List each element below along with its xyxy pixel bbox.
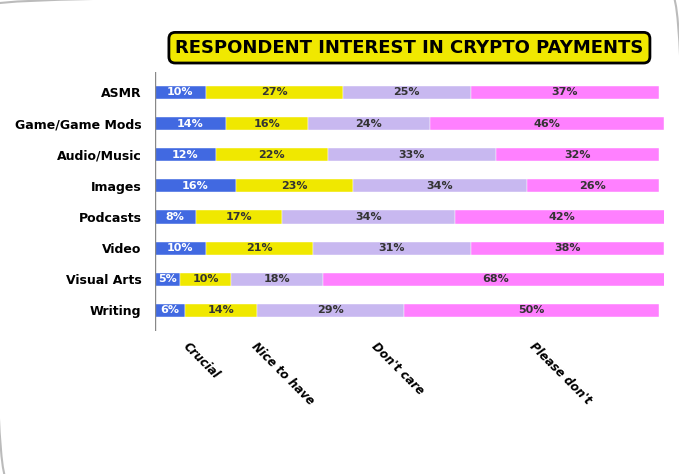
- Text: Don't care: Don't care: [369, 340, 426, 398]
- Text: 31%: 31%: [378, 243, 405, 253]
- Text: 21%: 21%: [246, 243, 272, 253]
- Bar: [155, 242, 206, 255]
- Bar: [430, 117, 664, 130]
- Bar: [312, 242, 471, 255]
- Text: 29%: 29%: [317, 305, 344, 316]
- Text: 25%: 25%: [394, 87, 420, 97]
- Bar: [206, 86, 343, 99]
- Bar: [236, 179, 353, 192]
- Bar: [231, 273, 323, 286]
- Bar: [155, 304, 185, 317]
- Text: 17%: 17%: [225, 212, 252, 222]
- Text: 24%: 24%: [355, 118, 382, 128]
- Bar: [155, 117, 226, 130]
- Bar: [471, 86, 659, 99]
- Text: 46%: 46%: [534, 118, 560, 128]
- Text: 14%: 14%: [177, 118, 204, 128]
- Text: 68%: 68%: [483, 274, 509, 284]
- Text: 12%: 12%: [172, 150, 199, 160]
- Text: 16%: 16%: [182, 181, 209, 191]
- Bar: [155, 210, 196, 224]
- Text: 23%: 23%: [282, 181, 308, 191]
- Bar: [353, 179, 526, 192]
- Text: 34%: 34%: [355, 212, 382, 222]
- Bar: [455, 210, 669, 224]
- Text: 34%: 34%: [426, 181, 454, 191]
- Bar: [328, 148, 496, 161]
- Title: RESPONDENT INTEREST IN CRYPTO PAYMENTS: RESPONDENT INTEREST IN CRYPTO PAYMENTS: [175, 39, 644, 57]
- Text: 8%: 8%: [166, 212, 185, 222]
- Bar: [282, 210, 455, 224]
- Bar: [155, 179, 236, 192]
- Bar: [226, 117, 308, 130]
- Text: 50%: 50%: [519, 305, 545, 316]
- Text: 26%: 26%: [579, 181, 606, 191]
- Bar: [155, 148, 216, 161]
- Text: 10%: 10%: [192, 274, 219, 284]
- Bar: [185, 304, 257, 317]
- Text: 10%: 10%: [167, 87, 194, 97]
- Bar: [155, 86, 206, 99]
- Bar: [206, 242, 312, 255]
- Bar: [181, 273, 231, 286]
- Text: 10%: 10%: [167, 243, 194, 253]
- Bar: [526, 179, 659, 192]
- Bar: [155, 273, 181, 286]
- Text: 32%: 32%: [564, 150, 591, 160]
- Bar: [404, 304, 659, 317]
- Bar: [471, 242, 664, 255]
- Text: 22%: 22%: [259, 150, 285, 160]
- Bar: [196, 210, 282, 224]
- Text: 27%: 27%: [261, 87, 288, 97]
- Bar: [308, 117, 430, 130]
- Bar: [323, 273, 669, 286]
- Bar: [216, 148, 328, 161]
- Bar: [496, 148, 659, 161]
- Text: 5%: 5%: [158, 274, 177, 284]
- Text: Please don't: Please don't: [526, 340, 593, 407]
- Text: 38%: 38%: [554, 243, 581, 253]
- Bar: [257, 304, 404, 317]
- Text: Crucial: Crucial: [181, 340, 222, 382]
- Bar: [343, 86, 471, 99]
- Text: 6%: 6%: [161, 305, 179, 316]
- Text: 14%: 14%: [208, 305, 234, 316]
- Text: 37%: 37%: [551, 87, 578, 97]
- Text: Nice to have: Nice to have: [249, 340, 316, 408]
- Text: 42%: 42%: [549, 212, 576, 222]
- Text: 33%: 33%: [399, 150, 425, 160]
- Text: 16%: 16%: [253, 118, 280, 128]
- Text: 18%: 18%: [263, 274, 291, 284]
